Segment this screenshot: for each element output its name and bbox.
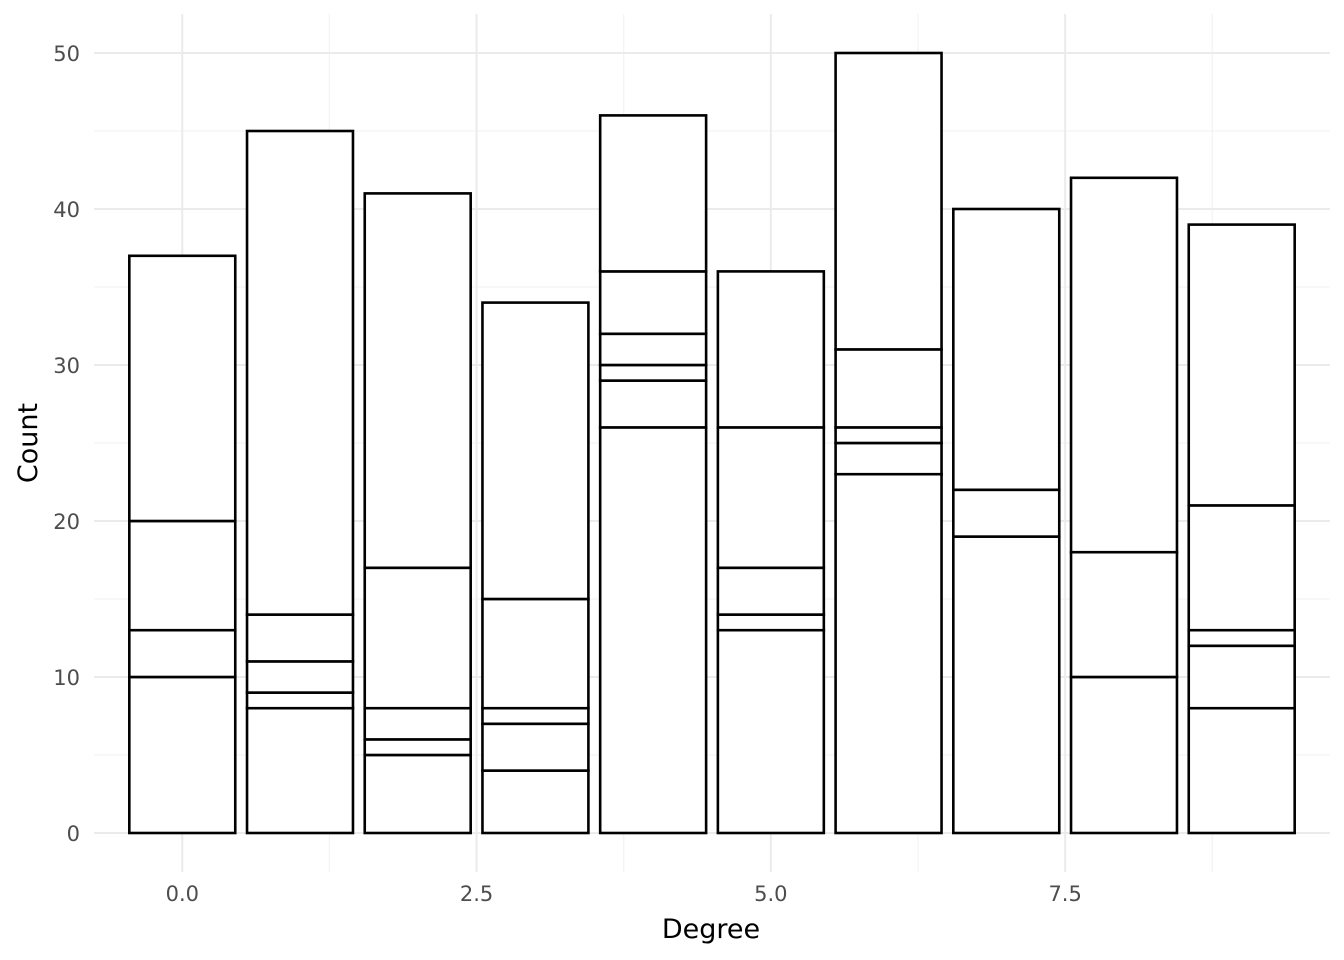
bar-segment-5-3 [716, 426, 826, 570]
bar-segment-6-0 [834, 472, 943, 835]
bar-segment-8-0 [1069, 675, 1179, 835]
bar-segment-5-2 [716, 566, 826, 616]
bar-segment-1-2 [245, 660, 355, 694]
bar-segment-4-3 [598, 332, 708, 367]
bar-segment-9-0 [1187, 706, 1296, 835]
y-tick-label: 50 [53, 42, 80, 66]
y-axis-title: Count [13, 403, 44, 483]
bar-segment-1-1 [245, 691, 355, 710]
bar-segment-2-2 [363, 706, 472, 741]
bar-segment-5-0 [716, 628, 826, 835]
bar-segment-4-1 [598, 379, 708, 429]
bar-segment-3-3 [481, 597, 590, 710]
bar-segment-9-2 [1187, 628, 1296, 648]
bar-segment-7-2 [952, 207, 1061, 492]
bar-segment-6-3 [834, 348, 943, 429]
bars-layer [128, 51, 1296, 835]
bar-segment-9-1 [1187, 644, 1296, 710]
bar-segment-4-2 [598, 363, 708, 382]
bar-segment-2-3 [363, 566, 472, 710]
bar-segment-9-3 [1187, 504, 1296, 632]
y-tick-label: 0 [67, 822, 80, 846]
bar-segment-2-1 [363, 738, 472, 757]
bar-segment-0-2 [128, 519, 237, 632]
bar-segment-6-4 [834, 51, 943, 351]
bar-segment-3-0 [481, 769, 590, 835]
bar-segment-2-0 [363, 753, 472, 835]
bar-segment-7-0 [952, 535, 1061, 835]
x-tick-label: 2.5 [460, 882, 493, 906]
x-tick-label: 0.0 [166, 882, 199, 906]
bar-segment-0-3 [128, 254, 237, 523]
y-tick-label: 20 [53, 510, 80, 534]
bar-segment-7-1 [952, 488, 1061, 538]
labels-layer: 0.0 2.5 5.0 7.5 0 10 20 30 40 50 [53, 42, 1082, 906]
bar-segment-0-0 [128, 675, 237, 835]
bar-segment-1-3 [245, 613, 355, 663]
y-tick-label: 40 [53, 198, 80, 222]
bar-segment-8-1 [1069, 550, 1179, 679]
x-tick-label: 5.0 [754, 882, 787, 906]
x-axis-title: Degree [662, 914, 760, 945]
bar-segment-2-4 [363, 192, 472, 570]
x-tick-label: 7.5 [1048, 882, 1081, 906]
bar-segment-3-1 [481, 722, 590, 772]
bar-segment-9-4 [1187, 223, 1296, 507]
bar-segment-5-1 [716, 613, 826, 632]
bar-segment-1-0 [245, 706, 355, 835]
bar-segment-1-4 [245, 129, 355, 616]
bar-segment-5-4 [716, 270, 826, 429]
bar-segment-4-5 [598, 114, 708, 273]
y-tick-label: 10 [53, 666, 80, 690]
bar-segment-3-2 [481, 706, 590, 726]
bar-segment-6-2 [834, 426, 943, 445]
bar-segment-0-1 [128, 628, 237, 679]
y-tick-label: 30 [53, 354, 80, 378]
bar-segment-6-1 [834, 441, 943, 476]
bar-segment-8-2 [1069, 176, 1179, 554]
bar-segment-4-0 [598, 426, 708, 835]
bar-segment-4-4 [598, 270, 708, 336]
bar-segment-3-4 [481, 301, 590, 601]
